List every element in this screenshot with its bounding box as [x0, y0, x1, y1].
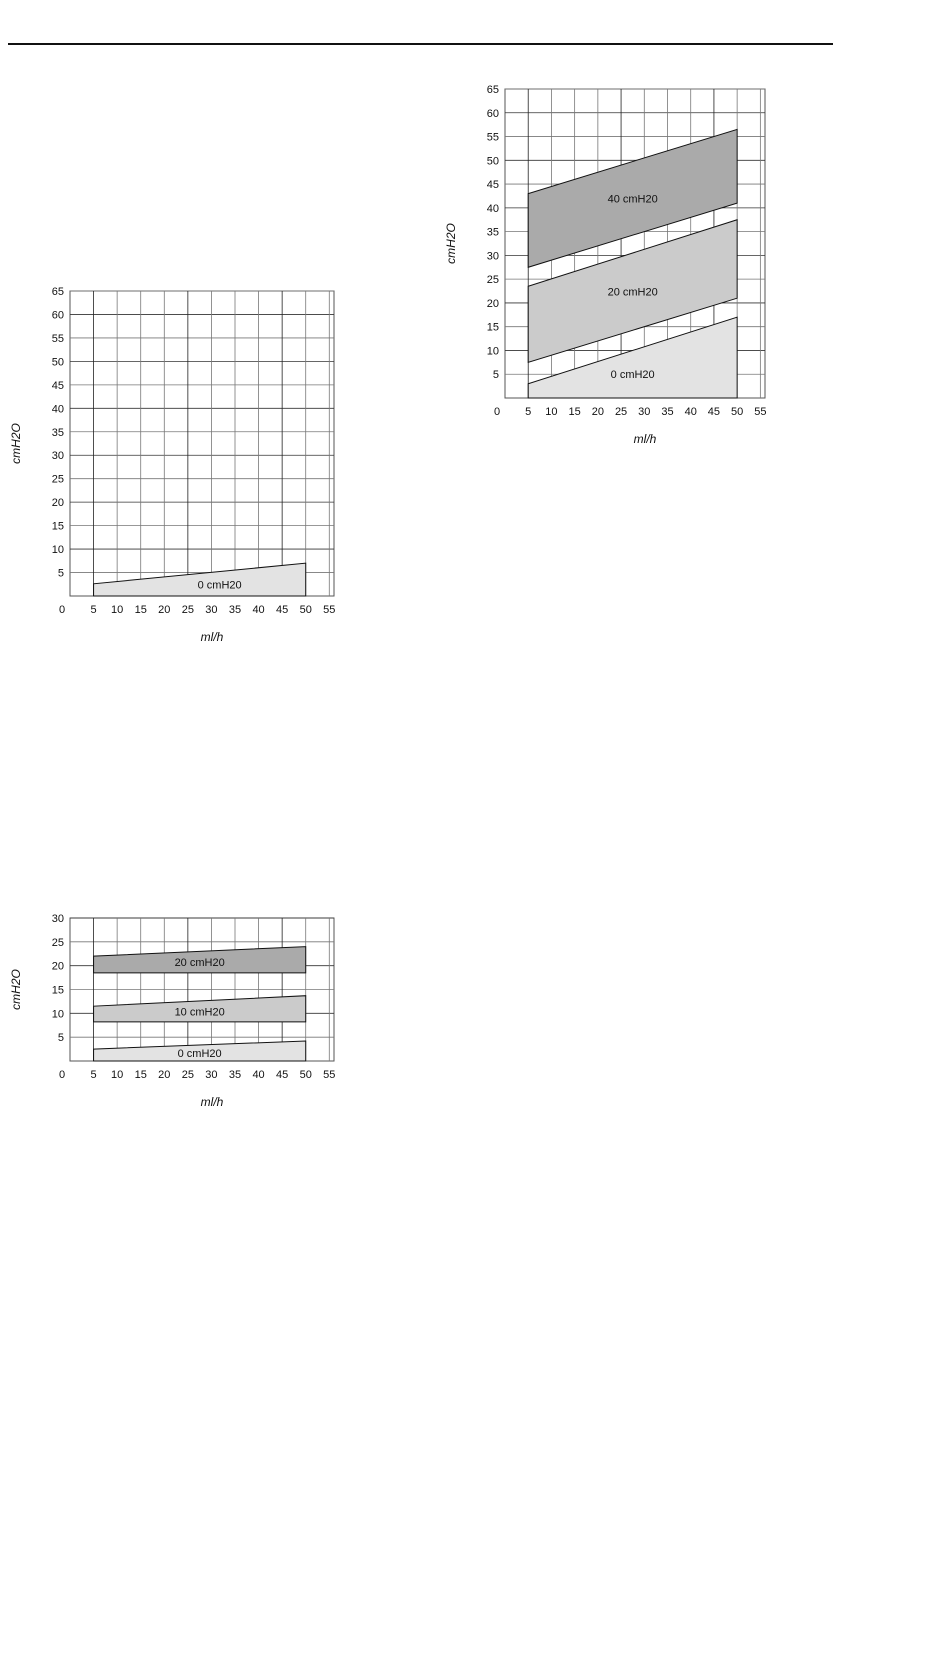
- x-tick-label: 15: [569, 406, 581, 418]
- y-tick-label: 10: [487, 345, 499, 357]
- band-40-cmH20: [527, 128, 738, 268]
- y-tick-label: 60: [52, 309, 64, 321]
- x-tick-label: 0: [59, 604, 65, 616]
- y-axis-label: cmH2O: [444, 223, 458, 264]
- y-tick-label: 45: [52, 380, 64, 392]
- y-tick-label: 30: [487, 250, 499, 262]
- band-label: 0 cmH20: [198, 580, 242, 592]
- y-tick-label: 35: [487, 227, 499, 239]
- band-0-cmH20: [527, 316, 738, 399]
- x-tick-label: 5: [525, 406, 531, 418]
- x-tick-label: 25: [182, 1069, 194, 1081]
- x-tick-label: 15: [135, 604, 147, 616]
- x-tick-label: 30: [205, 1069, 217, 1081]
- band-label: 20 cmH20: [175, 957, 225, 969]
- x-tick-label: 55: [754, 406, 766, 418]
- x-tick-label: 40: [685, 406, 697, 418]
- y-tick-label: 50: [52, 356, 64, 368]
- y-tick-label: 60: [487, 108, 499, 120]
- y-tick-label: 55: [52, 333, 64, 345]
- y-tick-label: 15: [52, 985, 64, 997]
- band-0-cmH20: [93, 562, 307, 597]
- y-tick-label: 25: [52, 937, 64, 949]
- x-tick-label: 0: [59, 1069, 65, 1081]
- y-tick-label: 15: [52, 521, 64, 533]
- y-tick-label: 5: [493, 369, 499, 381]
- x-tick-label: 40: [252, 1069, 264, 1081]
- y-tick-label: 30: [52, 913, 64, 925]
- band-label: 20 cmH20: [608, 287, 658, 299]
- y-tick-label: 55: [487, 132, 499, 144]
- y-tick-label: 20: [487, 298, 499, 310]
- x-tick-label: 35: [661, 406, 673, 418]
- x-tick-label: 45: [708, 406, 720, 418]
- x-tick-label: 5: [91, 1069, 97, 1081]
- x-tick-label: 45: [276, 1069, 288, 1081]
- x-tick-label: 20: [592, 406, 604, 418]
- x-tick-label: 55: [323, 1069, 335, 1081]
- x-tick-label: 0: [494, 406, 500, 418]
- x-tick-label: 10: [111, 1069, 123, 1081]
- y-tick-label: 5: [58, 1032, 64, 1044]
- plot-area: [69, 290, 335, 597]
- band-10-cmH20: [93, 995, 307, 1023]
- x-tick-label: 35: [229, 604, 241, 616]
- x-tick-label: 25: [182, 604, 194, 616]
- band-label: 40 cmH20: [608, 193, 658, 205]
- x-tick-label: 20: [158, 1069, 170, 1081]
- x-tick-label: 15: [135, 1069, 147, 1081]
- band-20-cmH20: [527, 219, 738, 364]
- y-tick-label: 65: [487, 84, 499, 96]
- y-tick-label: 50: [487, 155, 499, 167]
- x-tick-label: 50: [300, 1069, 312, 1081]
- x-tick-label: 40: [252, 604, 264, 616]
- y-tick-label: 5: [58, 568, 64, 580]
- y-axis-label: cmH2O: [9, 423, 23, 464]
- y-tick-label: 65: [52, 286, 64, 298]
- x-axis-label: ml/h: [201, 630, 224, 644]
- y-tick-label: 10: [52, 1008, 64, 1020]
- y-tick-label: 30: [52, 450, 64, 462]
- x-axis-label: ml/h: [634, 432, 657, 446]
- y-axis-label: cmH2O: [9, 969, 23, 1010]
- x-tick-label: 25: [615, 406, 627, 418]
- band-label: 0 cmH20: [178, 1048, 222, 1060]
- band-20-cmH20: [93, 946, 307, 974]
- y-tick-label: 20: [52, 497, 64, 509]
- x-tick-label: 10: [111, 604, 123, 616]
- header-rule: [8, 43, 833, 45]
- x-tick-label: 35: [229, 1069, 241, 1081]
- x-axis-label: ml/h: [201, 1095, 224, 1109]
- x-tick-label: 30: [638, 406, 650, 418]
- x-tick-label: 30: [205, 604, 217, 616]
- band-label: 0 cmH20: [611, 369, 655, 381]
- y-tick-label: 40: [52, 403, 64, 415]
- y-tick-label: 45: [487, 179, 499, 191]
- y-tick-label: 15: [487, 322, 499, 334]
- band-label: 10 cmH20: [175, 1006, 225, 1018]
- x-tick-label: 50: [300, 604, 312, 616]
- x-tick-label: 5: [91, 604, 97, 616]
- x-tick-label: 20: [158, 604, 170, 616]
- y-tick-label: 35: [52, 427, 64, 439]
- y-tick-label: 20: [52, 961, 64, 973]
- x-tick-label: 50: [731, 406, 743, 418]
- y-tick-label: 40: [487, 203, 499, 215]
- x-tick-label: 10: [545, 406, 557, 418]
- y-tick-label: 25: [52, 474, 64, 486]
- y-tick-label: 25: [487, 274, 499, 286]
- band-0-cmH20: [93, 1040, 307, 1062]
- x-tick-label: 45: [276, 604, 288, 616]
- y-tick-label: 10: [52, 544, 64, 556]
- x-tick-label: 55: [323, 604, 335, 616]
